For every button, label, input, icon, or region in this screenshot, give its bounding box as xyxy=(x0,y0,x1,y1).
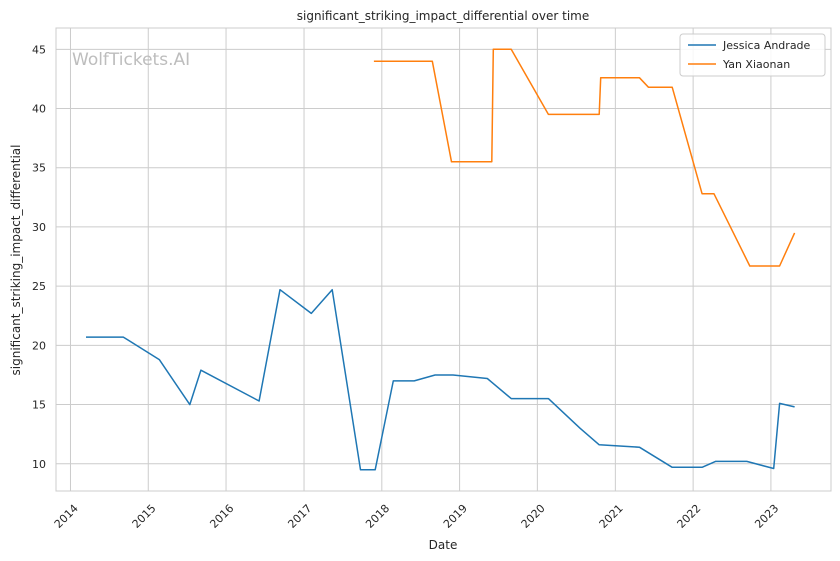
x-tick-label: 2019 xyxy=(441,502,470,531)
y-axis-title: significant_striking_impact_differential xyxy=(9,145,23,376)
y-tick-label: 35 xyxy=(32,162,46,175)
x-tick-label: 2021 xyxy=(597,502,626,531)
x-tick-label: 2023 xyxy=(752,502,781,531)
x-tick-label: 2014 xyxy=(52,502,81,531)
y-tick-label: 30 xyxy=(32,221,46,234)
y-tick-label: 20 xyxy=(32,339,46,352)
legend-box xyxy=(679,33,826,77)
x-axis-ticks: 2014 2015 2016 2017 2018 2019 2020 2021 2022 2023 xyxy=(52,502,781,531)
legend-label-jessica-andrade: Jessica Andrade xyxy=(722,39,811,52)
x-tick-label: 2016 xyxy=(207,502,236,531)
y-tick-label: 25 xyxy=(32,280,46,293)
x-tick-label: 2018 xyxy=(363,502,392,531)
grid xyxy=(56,28,831,491)
y-tick-label: 10 xyxy=(32,458,46,471)
y-tick-label: 45 xyxy=(32,43,46,56)
series-line-jessica-andrade xyxy=(86,288,795,471)
y-tick-label: 15 xyxy=(32,399,46,412)
series-layer xyxy=(86,48,796,471)
x-tick-label: 2022 xyxy=(675,502,704,531)
legend: Jessica Andrade Yan Xiaonan xyxy=(679,33,826,77)
x-tick-label: 2020 xyxy=(519,502,548,531)
x-tick-label: 2017 xyxy=(285,502,314,531)
plot-area xyxy=(55,27,832,492)
x-axis-title: Date xyxy=(429,538,458,552)
legend-label-yan-xiaonan: Yan Xiaonan xyxy=(722,58,790,71)
chart-title: significant_striking_impact_differential… xyxy=(297,9,589,23)
watermark: WolfTickets.AI xyxy=(72,50,190,70)
x-tick-label: 2015 xyxy=(130,502,159,531)
y-axis-ticks: 10 15 20 25 30 35 40 45 xyxy=(32,43,46,470)
y-tick-label: 40 xyxy=(32,103,46,116)
series-line-yan-xiaonan xyxy=(373,48,796,267)
